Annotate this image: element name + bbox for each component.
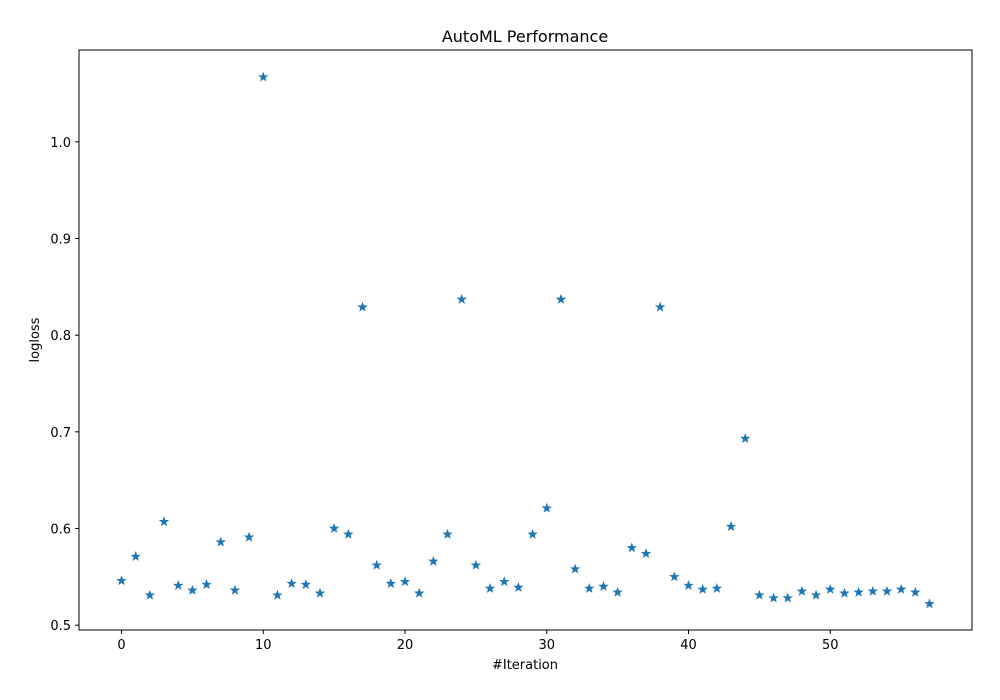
data-point bbox=[669, 571, 680, 582]
data-point bbox=[527, 528, 538, 539]
data-point bbox=[569, 563, 581, 574]
data-point bbox=[158, 516, 170, 527]
y-tick-label: 0.6 bbox=[50, 523, 71, 538]
data-point bbox=[725, 521, 737, 531]
y-tick-label: 0.7 bbox=[50, 426, 71, 441]
data-point bbox=[456, 293, 467, 304]
data-point bbox=[173, 580, 184, 590]
data-point bbox=[754, 589, 765, 600]
data-point bbox=[484, 582, 496, 593]
data-point bbox=[867, 585, 878, 596]
data-point bbox=[612, 586, 623, 597]
data-point bbox=[215, 536, 226, 547]
data-point bbox=[116, 575, 127, 586]
y-tick-label: 0.9 bbox=[50, 233, 71, 248]
plot-area: 0 10 20 30 40 50 0.5 0.6 0.7 0.8 0.9 1.0 bbox=[50, 49, 973, 653]
data-point bbox=[300, 579, 312, 589]
x-tick-label: 20 bbox=[397, 638, 414, 653]
data-point bbox=[272, 589, 283, 600]
data-point bbox=[513, 581, 524, 592]
data-point bbox=[768, 592, 779, 603]
x-tick-label: 30 bbox=[538, 638, 555, 653]
data-point bbox=[201, 579, 212, 589]
data-point bbox=[924, 598, 935, 609]
data-point bbox=[555, 293, 567, 304]
data-point bbox=[371, 559, 382, 570]
data-point bbox=[683, 580, 694, 590]
data-point bbox=[796, 585, 808, 596]
data-point bbox=[442, 528, 453, 539]
y-tick-label: 0.5 bbox=[50, 619, 71, 634]
data-point bbox=[243, 531, 255, 542]
data-point bbox=[810, 589, 822, 600]
data-point bbox=[144, 589, 156, 600]
data-point bbox=[825, 583, 836, 594]
data-point bbox=[343, 528, 354, 539]
data-point bbox=[598, 581, 609, 591]
data-point bbox=[229, 584, 241, 595]
data-point bbox=[640, 548, 652, 559]
data-point bbox=[130, 551, 141, 561]
y-axis-label: logloss bbox=[28, 317, 43, 362]
data-point bbox=[881, 585, 893, 596]
x-tick-label: 0 bbox=[117, 638, 125, 653]
x-axis-label: #Iteration bbox=[492, 658, 558, 673]
data-point bbox=[626, 542, 638, 553]
data-point bbox=[357, 301, 368, 312]
data-point bbox=[541, 502, 552, 513]
data-point bbox=[499, 576, 510, 587]
x-tick-label: 40 bbox=[680, 638, 697, 653]
data-point bbox=[428, 555, 439, 566]
data-point bbox=[853, 586, 864, 597]
data-point bbox=[399, 576, 411, 587]
data-point bbox=[584, 582, 595, 593]
data-point bbox=[697, 583, 708, 594]
data-point bbox=[654, 301, 666, 312]
data-point bbox=[385, 578, 397, 589]
data-point bbox=[258, 71, 269, 82]
data-point bbox=[187, 584, 198, 595]
y-tick-label: 1.0 bbox=[50, 136, 71, 151]
data-point bbox=[839, 587, 850, 598]
data-point bbox=[711, 582, 723, 593]
data-point bbox=[413, 587, 425, 598]
data-point bbox=[286, 578, 297, 589]
data-point bbox=[895, 583, 907, 594]
data-point bbox=[739, 433, 751, 444]
data-point bbox=[782, 592, 793, 603]
plot-frame bbox=[78, 49, 973, 631]
data-point bbox=[328, 523, 340, 533]
chart-title: AutoML Performance bbox=[442, 27, 608, 46]
data-point bbox=[314, 587, 326, 598]
y-tick-label: 0.8 bbox=[50, 329, 71, 344]
data-point bbox=[470, 559, 482, 570]
data-point bbox=[910, 586, 921, 597]
x-tick-label: 50 bbox=[822, 638, 839, 653]
x-tick-label: 10 bbox=[255, 638, 272, 653]
